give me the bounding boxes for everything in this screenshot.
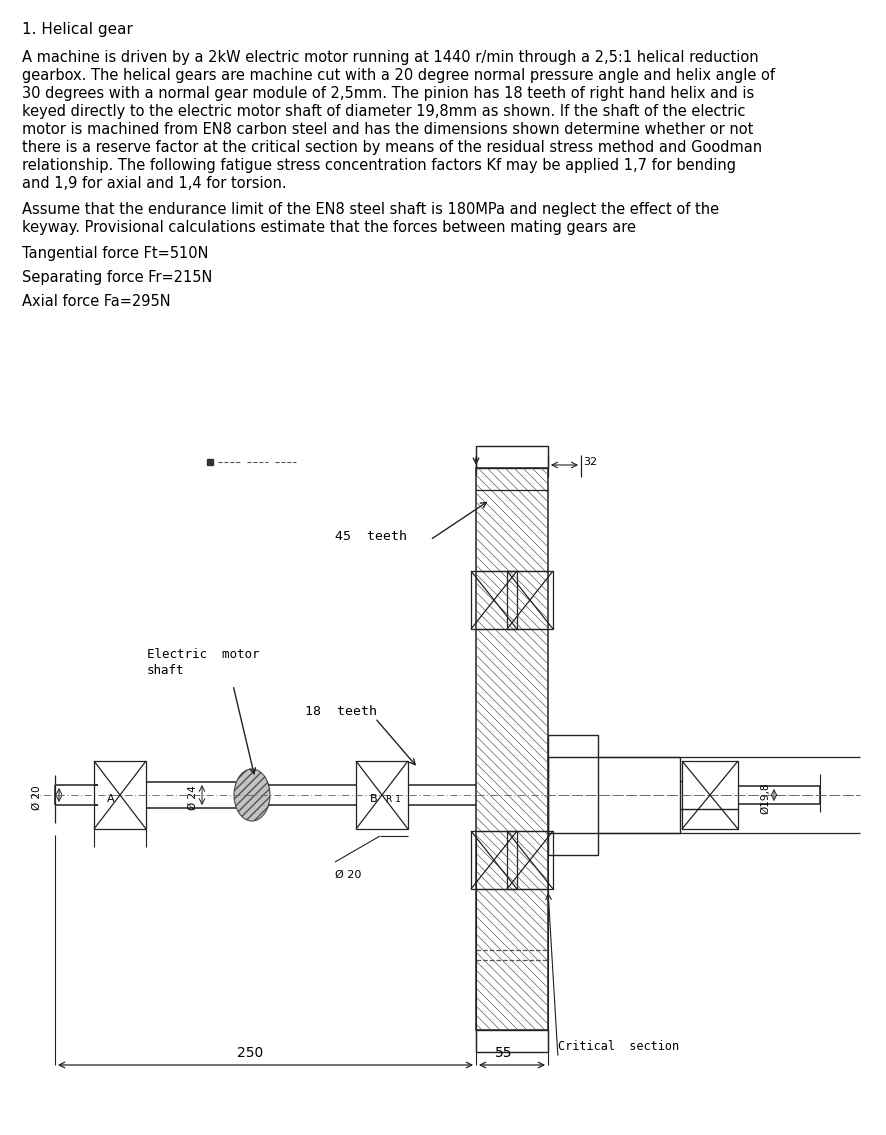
- Bar: [476, 468, 548, 1029]
- Text: Ø19,8: Ø19,8: [760, 782, 770, 814]
- Text: relationship. The following fatigue stress concentration factors Kf may be appli: relationship. The following fatigue stre…: [22, 158, 736, 173]
- Bar: [507, 831, 553, 889]
- Text: Axial force Fa=295N: Axial force Fa=295N: [22, 294, 171, 309]
- Bar: [507, 571, 553, 629]
- Text: R 1: R 1: [386, 794, 400, 804]
- Bar: [476, 446, 548, 468]
- Bar: [476, 1029, 548, 1052]
- Text: 30 degrees with a normal gear module of 2,5mm. The pinion has 18 teeth of right : 30 degrees with a normal gear module of …: [22, 86, 754, 101]
- Text: Assume that the endurance limit of the EN8 steel shaft is 180MPa and neglect the: Assume that the endurance limit of the E…: [22, 202, 719, 217]
- Text: motor is machined from EN8 carbon steel and has the dimensions shown determine w: motor is machined from EN8 carbon steel …: [22, 121, 753, 137]
- Text: B: B: [370, 794, 377, 804]
- Text: keyway. Provisional calculations estimate that the forces between mating gears a: keyway. Provisional calculations estimat…: [22, 220, 636, 235]
- Text: 32: 32: [583, 457, 597, 466]
- Text: Ø 20: Ø 20: [32, 785, 42, 810]
- Bar: [471, 831, 517, 889]
- Text: Tangential force Ft=510N: Tangential force Ft=510N: [22, 246, 208, 261]
- Text: A: A: [107, 794, 115, 804]
- Bar: [682, 760, 738, 829]
- Bar: [548, 735, 598, 855]
- Text: 45  teeth: 45 teeth: [335, 530, 407, 543]
- Text: Separating force Fr=215N: Separating force Fr=215N: [22, 270, 213, 285]
- Text: 250: 250: [237, 1046, 263, 1060]
- Text: 18  teeth: 18 teeth: [305, 705, 377, 718]
- Text: Critical  section: Critical section: [558, 1040, 680, 1053]
- Ellipse shape: [234, 770, 270, 821]
- Text: 1. Helical gear: 1. Helical gear: [22, 22, 133, 37]
- Text: shaft: shaft: [147, 664, 184, 676]
- Text: and 1,9 for axial and 1,4 for torsion.: and 1,9 for axial and 1,4 for torsion.: [22, 176, 287, 191]
- Bar: [356, 760, 408, 829]
- Text: keyed directly to the electric motor shaft of diameter 19,8mm as shown. If the s: keyed directly to the electric motor sha…: [22, 104, 745, 119]
- Bar: [548, 757, 680, 833]
- Bar: [471, 571, 517, 629]
- Text: Ø 24: Ø 24: [188, 785, 198, 810]
- Text: A machine is driven by a 2kW electric motor running at 1440 r/min through a 2,5:: A machine is driven by a 2kW electric mo…: [22, 50, 758, 65]
- Text: Electric  motor: Electric motor: [147, 648, 260, 661]
- Text: there is a reserve factor at the critical section by means of the residual stres: there is a reserve factor at the critica…: [22, 140, 762, 155]
- Bar: [94, 760, 146, 829]
- Text: Ø 20: Ø 20: [335, 871, 361, 880]
- Text: 55: 55: [495, 1046, 513, 1060]
- Text: gearbox. The helical gears are machine cut with a 20 degree normal pressure angl: gearbox. The helical gears are machine c…: [22, 68, 775, 83]
